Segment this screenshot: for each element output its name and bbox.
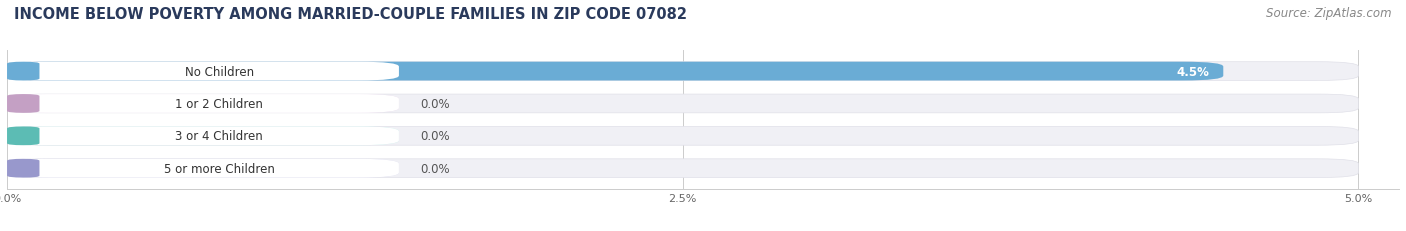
Text: 0.0%: 0.0% bbox=[420, 162, 450, 175]
Text: 0.0%: 0.0% bbox=[420, 130, 450, 143]
FancyBboxPatch shape bbox=[7, 62, 1358, 81]
FancyBboxPatch shape bbox=[7, 127, 399, 146]
FancyBboxPatch shape bbox=[7, 95, 1358, 113]
FancyBboxPatch shape bbox=[7, 159, 1358, 178]
FancyBboxPatch shape bbox=[7, 95, 399, 113]
FancyBboxPatch shape bbox=[7, 127, 399, 146]
FancyBboxPatch shape bbox=[7, 95, 399, 113]
FancyBboxPatch shape bbox=[7, 159, 39, 178]
Text: 0.0%: 0.0% bbox=[420, 97, 450, 110]
FancyBboxPatch shape bbox=[7, 62, 39, 81]
FancyBboxPatch shape bbox=[7, 95, 39, 113]
FancyBboxPatch shape bbox=[7, 159, 399, 178]
FancyBboxPatch shape bbox=[7, 159, 399, 178]
FancyBboxPatch shape bbox=[7, 127, 39, 146]
Text: 3 or 4 Children: 3 or 4 Children bbox=[176, 130, 263, 143]
FancyBboxPatch shape bbox=[7, 62, 399, 81]
Text: 5 or more Children: 5 or more Children bbox=[163, 162, 274, 175]
Text: Source: ZipAtlas.com: Source: ZipAtlas.com bbox=[1267, 7, 1392, 20]
FancyBboxPatch shape bbox=[7, 62, 1223, 81]
FancyBboxPatch shape bbox=[7, 127, 1358, 146]
Text: 1 or 2 Children: 1 or 2 Children bbox=[176, 97, 263, 110]
Text: INCOME BELOW POVERTY AMONG MARRIED-COUPLE FAMILIES IN ZIP CODE 07082: INCOME BELOW POVERTY AMONG MARRIED-COUPL… bbox=[14, 7, 688, 22]
Text: 4.5%: 4.5% bbox=[1177, 65, 1209, 78]
Text: No Children: No Children bbox=[184, 65, 253, 78]
